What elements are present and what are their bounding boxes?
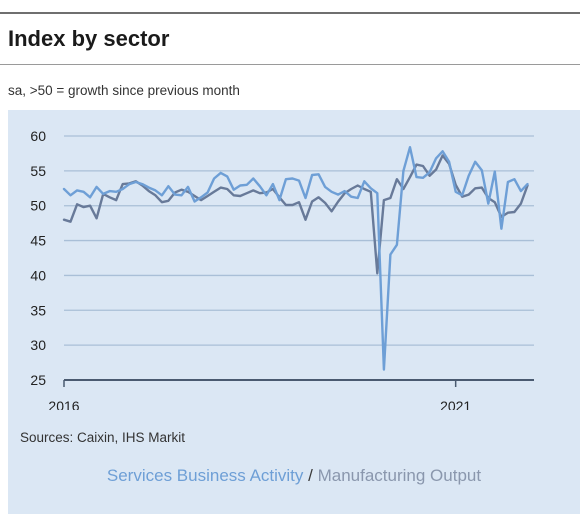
y-tick-label-60: 60: [30, 128, 46, 144]
manufacturing-line: [62, 154, 529, 275]
legend-entry-services: Services Business Activity: [106, 466, 304, 485]
y-tick-label-30: 30: [30, 337, 46, 353]
y-tick-label-55: 55: [30, 163, 46, 179]
y-tick-label-40: 40: [30, 267, 46, 283]
y-tick-label-25: 25: [30, 372, 46, 388]
chart-panel: 25 30 35 40 45 50 55 60 2016 2021 Sources: Caixin…: [8, 110, 580, 514]
legend: Services Business Activity / Manufacturi…: [8, 466, 580, 486]
chart-subtitle: sa, >50 = growth since previous month: [8, 83, 240, 98]
top-rule: [0, 12, 580, 14]
y-tick-label-35: 35: [30, 302, 46, 318]
source-note: Sources: Caixin, IHS Markit: [20, 430, 186, 445]
x-tick-label-2016: 2016: [48, 398, 79, 410]
line-chart: 25 30 35 40 45 50 55 60 2016 2021: [30, 128, 534, 410]
page-title: Index by sector: [8, 26, 170, 51]
legend-separator: /: [308, 466, 313, 485]
y-tick-label-45: 45: [30, 233, 46, 249]
x-tick-label-2021: 2021: [440, 398, 471, 410]
y-tick-label-50: 50: [30, 198, 46, 214]
services-line: [62, 146, 529, 371]
title-rule: [0, 64, 580, 65]
legend-entry-manufacturing: Manufacturing Output: [317, 466, 482, 485]
